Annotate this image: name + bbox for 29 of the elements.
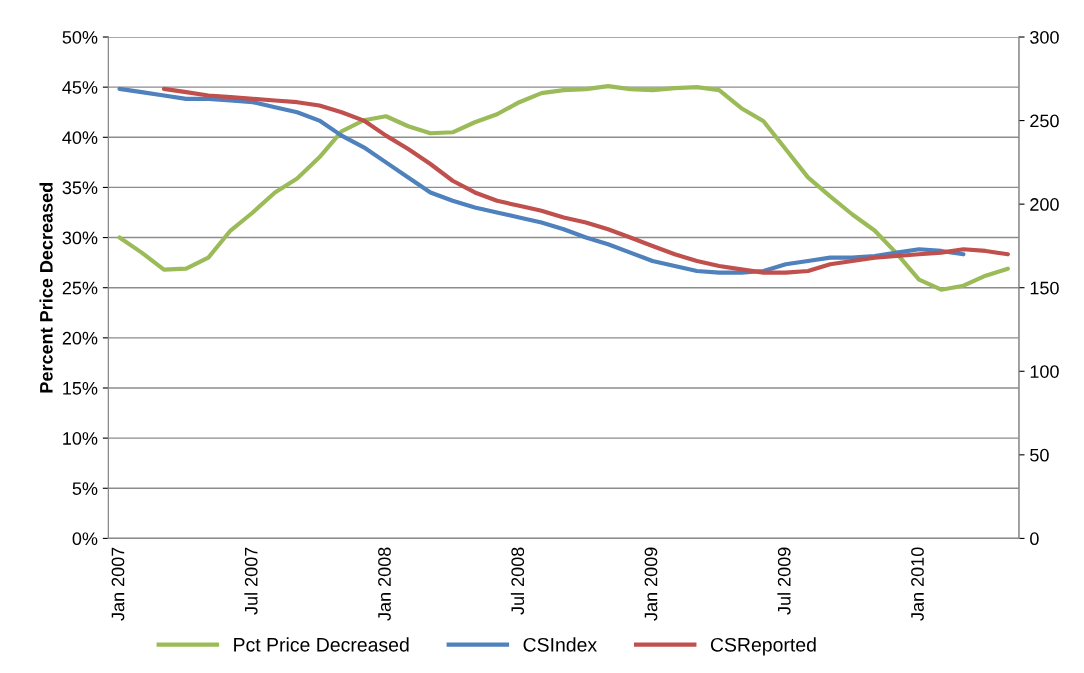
y-tick-label: 25% [62, 281, 98, 295]
y-axis-title: Percent Price Decreased [39, 183, 53, 393]
x-tick-label: Jan 2010 [911, 547, 924, 621]
y2-tick-label: 50 [1030, 448, 1049, 462]
y-tick-label: 35% [62, 181, 98, 195]
y-tick-label: 50% [62, 30, 98, 44]
y-tick-label: 15% [63, 382, 98, 395]
y-tick-label: 10% [63, 432, 98, 445]
legend-label: CSIndex [523, 637, 597, 652]
y2-tick-label: 250 [1030, 114, 1059, 128]
y-tick-label: 45% [62, 81, 98, 94]
y-tick-label: 20% [62, 331, 98, 345]
y-tick-label: 40% [62, 131, 98, 145]
y-tick-label: 5% [72, 482, 98, 495]
x-tick-label: Jul 2009 [777, 547, 791, 615]
x-tick-label: Jul 2007 [244, 547, 258, 615]
x-tick-label: Jan 2008 [378, 547, 391, 621]
x-tick-label: Jan 2007 [111, 547, 125, 621]
y2-tick-label: 0 [1030, 532, 1039, 546]
x-tick-label: Jan 2009 [644, 547, 658, 621]
legend-label: Pct Price Decreased [234, 637, 409, 652]
y2-tick-label: 200 [1030, 198, 1059, 211]
y-tick-label: 30% [62, 231, 98, 245]
y2-tick-label: 300 [1030, 30, 1059, 44]
x-tick-label: Jul 2008 [510, 547, 525, 615]
y2-tick-label: 100 [1030, 365, 1059, 378]
legend-label: CSReported [710, 637, 816, 656]
y-tick-label: 0% [72, 532, 98, 546]
y2-tick-label: 150 [1030, 281, 1059, 295]
